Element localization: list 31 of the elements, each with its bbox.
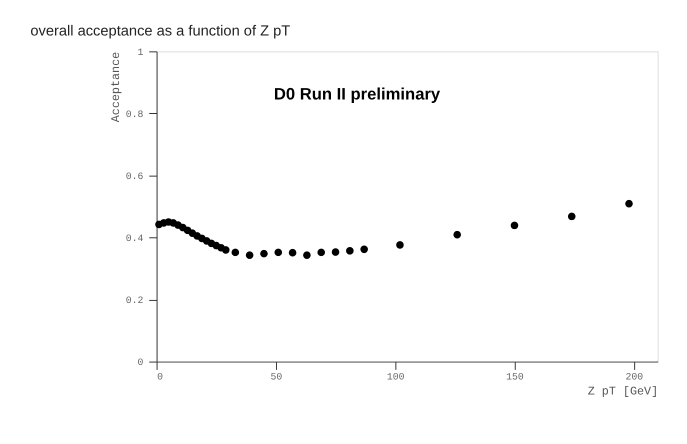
point — [222, 246, 230, 254]
x-tick-label: 150 — [506, 372, 524, 383]
point — [332, 248, 340, 256]
x-axis-title: Z pT [GeV] — [588, 384, 658, 398]
point — [232, 248, 240, 256]
y-tick-label: 0.6 — [126, 170, 144, 182]
point — [510, 222, 518, 230]
y-tick-label: 0 — [137, 357, 144, 368]
x-tick-label: 200 — [625, 372, 644, 383]
x-tick-label: 50 — [270, 372, 282, 383]
chart-title: overall acceptance as a function of Z pT — [30, 24, 290, 40]
point — [260, 250, 268, 258]
y-axis-title: Acceptance — [108, 52, 123, 122]
y-tick-label: 0.2 — [126, 294, 144, 306]
annotation: D0 Run II preliminary — [274, 84, 441, 104]
point — [274, 248, 282, 256]
point — [360, 245, 368, 254]
point — [288, 248, 296, 256]
point — [396, 241, 404, 249]
point — [568, 212, 576, 220]
point — [303, 251, 311, 259]
point — [317, 248, 326, 256]
y-tick-label: 0.8 — [126, 108, 144, 120]
point — [346, 247, 354, 255]
point — [246, 251, 254, 259]
point — [453, 230, 462, 238]
x-tick-label: 0 — [157, 372, 164, 383]
y-tick-label: 0.4 — [126, 232, 144, 244]
y-tick-label: 1 — [137, 46, 144, 58]
x-tick-label: 100 — [386, 372, 405, 383]
point — [625, 200, 633, 208]
